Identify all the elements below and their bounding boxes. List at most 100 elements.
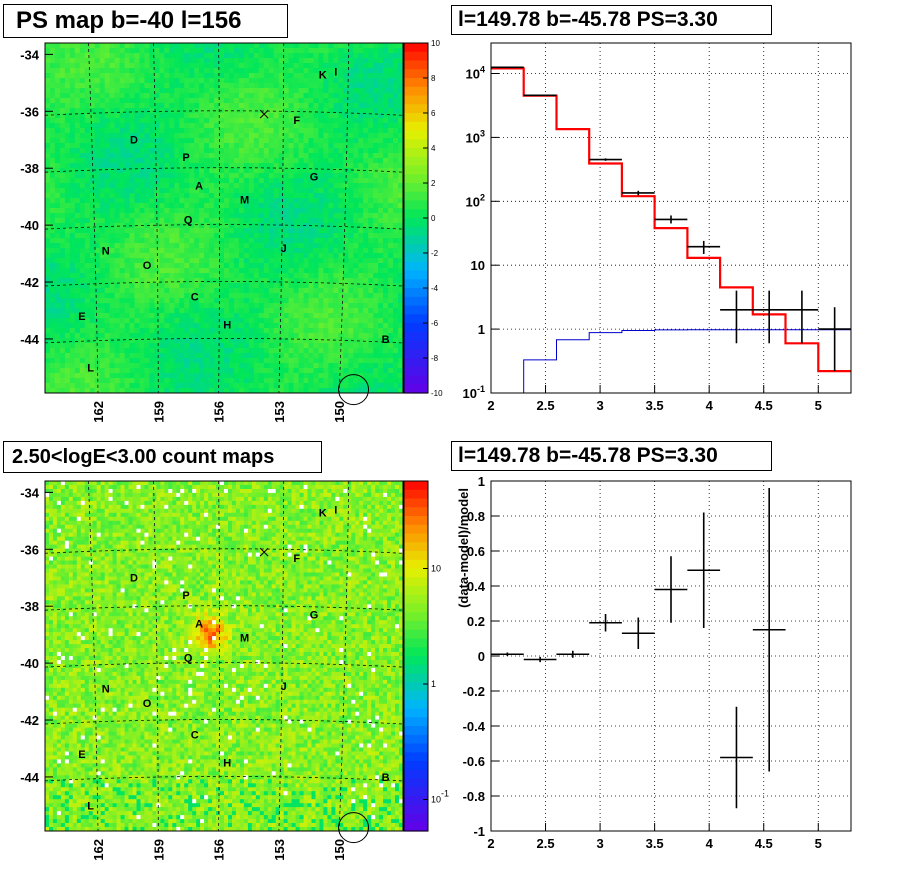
count-map-source-I: I — [334, 504, 337, 516]
ps-map-title: PS map b=-40 l=156 — [3, 4, 288, 38]
ps-map-source-F: F — [293, 115, 300, 127]
ps-map-source-Q: Q — [184, 214, 193, 226]
count-map-source-G: G — [310, 610, 319, 622]
count-map-meridian-150 — [338, 480, 350, 832]
spectrum-data-point-1 — [523, 94, 557, 97]
count-map-source-B: B — [382, 772, 390, 784]
count-map-ytick-0: -34 — [20, 485, 40, 500]
spectrum-xtick-5: 4.5 — [755, 398, 773, 413]
ps-map-cbtick-9: -8 — [431, 354, 439, 363]
residual-ytick-5: 0 — [478, 649, 485, 664]
count-map-roi-circle — [338, 812, 370, 844]
count-map-frame — [44, 480, 404, 832]
residual-xtick-6: 5 — [815, 836, 822, 851]
spectrum-data-point-6 — [720, 290, 753, 344]
count-map-cbtick-2: 10-1 — [431, 789, 449, 805]
spectrum-ytick-3: 10 — [471, 258, 485, 273]
ps-map-source-B: B — [382, 334, 390, 346]
ps-map-source-I: I — [334, 66, 337, 78]
residual-ylabel: (data-model)/model — [456, 488, 471, 608]
count-map-source-N: N — [102, 684, 110, 696]
count-map-source-A: A — [195, 618, 203, 630]
residual-ytick-7: -0.4 — [463, 719, 486, 734]
residual-data-point-8 — [752, 488, 786, 772]
count-map-source-O: O — [143, 698, 152, 710]
ps-map-cbtick-6: -2 — [431, 249, 439, 258]
count-map-ytick-4: -42 — [20, 713, 39, 728]
ps-map-source-O: O — [143, 260, 152, 272]
residual-xtick-5: 4.5 — [755, 836, 773, 851]
residual-ytick-4: 0.2 — [467, 614, 485, 629]
count-map-meridian-159 — [153, 480, 159, 832]
ps-map-ytick-1: -36 — [20, 104, 39, 119]
ps-map-xtick-0: 162 — [91, 401, 106, 423]
ps-map-source-E: E — [78, 311, 85, 323]
spectrum-ytick-1: 103 — [466, 128, 485, 145]
ps-map-source-H: H — [223, 320, 231, 332]
count-map-xtick-1: 159 — [151, 839, 166, 861]
ps-map-coord-grid — [44, 42, 404, 394]
count-map-ytick-3: -40 — [20, 656, 39, 671]
spectrum-data-point-7 — [752, 290, 786, 344]
ps-map-source-P: P — [182, 152, 189, 164]
ps-map-ytick-4: -42 — [20, 275, 39, 290]
count-map-xtick-3: 153 — [272, 839, 287, 861]
spectrum-background-model-line — [523, 329, 851, 393]
ps-map-source-C: C — [191, 291, 199, 303]
spectrum-ytick-4: 1 — [478, 322, 485, 337]
ps-map-xtick-1: 159 — [151, 401, 166, 423]
ps-map-ytick-3: -40 — [20, 218, 39, 233]
spectrum-xtick-0: 2 — [487, 398, 494, 413]
count-map-source-H: H — [223, 758, 231, 770]
ps-map-xtick-3: 153 — [272, 401, 287, 423]
count-map-ytick-5: -44 — [20, 770, 40, 785]
spectrum-data-point-5 — [687, 240, 721, 254]
ps-map-cbtick-7: -4 — [431, 284, 439, 293]
ps-map-cbtick-0: 10 — [431, 39, 440, 48]
ps-map-frame — [44, 42, 404, 394]
ps-map-ytick-5: -44 — [20, 332, 40, 347]
count-map-title: 2.50<logE<3.00 count maps — [3, 441, 322, 473]
ps-map-source-K: K — [319, 69, 327, 81]
residual-data-point-6 — [687, 512, 721, 628]
residual-data-point-4 — [621, 617, 655, 649]
residual-xtick-3: 3.5 — [646, 836, 664, 851]
count-map-meridian-156 — [218, 480, 220, 832]
residual-data-point-5 — [654, 556, 688, 623]
ps-map-cbtick-5: 0 — [431, 214, 436, 223]
residual-ytick-2: 0.6 — [467, 544, 485, 559]
ps-map-source-D: D — [130, 135, 138, 147]
ps-map-meridian-150 — [338, 42, 350, 394]
ps-map-ytick-2: -38 — [20, 161, 39, 176]
ps-map-xtick-2: 156 — [212, 401, 227, 423]
ps-map-source-A: A — [195, 180, 203, 192]
residual-data-point-2 — [556, 650, 590, 658]
count-map-pixels — [45, 481, 404, 832]
spectrum-xtick-6: 5 — [815, 398, 822, 413]
count-map-meridian-162 — [88, 480, 99, 832]
ps-map-pixels — [45, 43, 404, 394]
count-map-cbtick-1: 1 — [431, 679, 436, 689]
residual-ytick-8: -0.6 — [463, 754, 485, 769]
ps-map-source-M: M — [240, 195, 249, 207]
spectrum-data-point-2 — [589, 158, 622, 161]
count-map-source-L: L — [87, 800, 94, 812]
ps-map-cbtick-8: -6 — [431, 319, 439, 328]
residual-ytick-10: -1 — [473, 824, 485, 839]
ps-map-cross-marker — [259, 109, 269, 119]
count-map-source-C: C — [191, 729, 199, 741]
ps-map-meridian-156 — [218, 42, 220, 394]
spectrum-data-point-3 — [621, 190, 655, 196]
residual-data-point-7 — [720, 706, 753, 809]
residual-xtick-0: 2 — [487, 836, 494, 851]
residual-grid — [491, 481, 851, 831]
count-map-xtick-2: 156 — [212, 839, 227, 861]
ps-map-cbtick-10: -10 — [431, 389, 443, 398]
count-map-source-J: J — [281, 681, 287, 693]
count-map-coord-grid — [44, 480, 404, 832]
residual-ytick-0: 1 — [478, 474, 485, 489]
count-map-source-M: M — [240, 633, 249, 645]
residual-data-point-0 — [491, 652, 524, 656]
spectrum-title: l=149.78 b=-45.78 PS=3.30 — [451, 5, 772, 35]
residual-xtick-4: 4 — [706, 836, 714, 851]
